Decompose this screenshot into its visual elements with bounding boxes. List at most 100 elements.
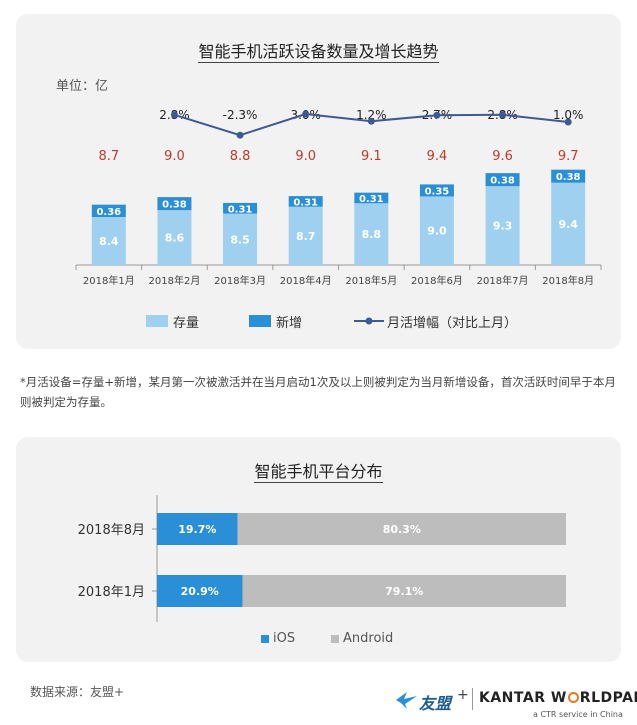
trend-chart-card: 智能手机活跃设备数量及增长趋势 单位：亿 8.4 0.36 8.7 2018年1月 8.… — [16, 14, 621, 349]
footnote: *月活设备=存量+新增，某月第一次被激活并在当月启动1次及以上则被判定为当月新增… — [20, 375, 616, 409]
legend-new-label: 新增 — [276, 316, 303, 331]
kantar-logo-part-b: RLDPANEL — [579, 690, 637, 706]
total-value-label: 9.7 — [558, 149, 579, 164]
platform-chart-title-text: 智能手机平台分布 — [254, 462, 383, 483]
kantar-logo-text: KANTAR W RLDPANEL — [479, 690, 637, 706]
umeng-logo-text: 友盟 — [419, 694, 452, 713]
growth-value-label: 1.2% — [356, 108, 387, 122]
unit-label: 单位：亿 — [56, 79, 109, 94]
x-tick-label: 2018年5月 — [345, 274, 397, 287]
trend-legend: 存量 新增 月活增幅（对比上月） — [146, 312, 606, 332]
android-bar — [237, 513, 566, 545]
growth-value-label: -2.3% — [223, 108, 258, 122]
legend-stock-swatch — [146, 315, 168, 327]
legend-growth-label: 月活增幅（对比上月） — [387, 316, 518, 331]
x-tick-label: 2018年7月 — [477, 274, 529, 287]
new-value-label: 0.38 — [490, 176, 515, 187]
ios-value-label: 19.7% — [178, 523, 216, 536]
growth-point — [367, 117, 375, 125]
new-value-label: 0.38 — [556, 172, 581, 183]
growth-point — [302, 110, 310, 118]
total-value-label: 8.8 — [230, 149, 251, 164]
x-tick-label: 2018年4月 — [280, 274, 332, 287]
x-tick-label: 2018年8月 — [542, 274, 594, 287]
platform-chart-title: 智能手机平台分布 — [16, 458, 621, 483]
legend-stock-label: 存量 — [173, 316, 200, 331]
legend-android-swatch — [331, 635, 339, 643]
new-bar — [91, 204, 126, 217]
y-tick-label: 2018年1月 — [78, 585, 145, 600]
stock-bar — [157, 210, 192, 265]
trend-chart-title: 智能手机活跃设备数量及增长趋势 — [16, 38, 621, 63]
platform-chart-card: 智能手机平台分布 2018年8月 19.7% 80.3% 2018年1月 20.9% 79… — [16, 437, 621, 662]
new-value-label: 0.31 — [228, 204, 253, 215]
new-value-label: 0.31 — [293, 197, 318, 208]
new-bar — [288, 196, 323, 207]
growth-point — [236, 131, 244, 139]
growth-point — [564, 118, 572, 126]
stock-bar — [419, 196, 454, 265]
stock-value-label: 8.8 — [362, 228, 382, 241]
legend-android-label: Android — [343, 631, 394, 646]
total-value-label: 9.0 — [164, 149, 185, 164]
total-value-label: 9.1 — [361, 149, 382, 164]
stock-bar — [288, 206, 323, 265]
y-tick-label: 2018年8月 — [78, 523, 145, 538]
android-bar — [242, 575, 566, 607]
legend-ios-label: iOS — [273, 631, 296, 646]
stock-bar — [551, 182, 586, 265]
platform-chart-svg: 2018年8月 19.7% 80.3% 2018年1月 20.9% 79.1% — [78, 495, 566, 622]
new-value-label: 0.31 — [359, 194, 384, 205]
new-bar — [551, 169, 586, 183]
logo-area: 友盟 + KANTAR W RLDPANEL a CTR service in C… — [395, 684, 637, 724]
x-tick-label: 2018年6月 — [411, 274, 463, 287]
kantar-tagline: a CTR service in China — [533, 710, 623, 719]
android-value-label: 80.3% — [383, 523, 421, 536]
trend-chart-title-text: 智能手机活跃设备数量及增长趋势 — [198, 42, 439, 63]
ios-bar — [157, 513, 238, 545]
android-value-label: 79.1% — [385, 585, 423, 598]
kantar-orange-o-icon — [567, 692, 579, 703]
legend-new-swatch — [249, 315, 271, 327]
logo-divider — [472, 688, 473, 710]
growth-point — [433, 111, 441, 119]
new-bar — [419, 184, 454, 197]
new-bar — [223, 202, 258, 214]
stock-bar — [91, 217, 126, 265]
stock-value-label: 8.6 — [165, 232, 185, 245]
growth-value-label: 1.0% — [553, 108, 584, 122]
x-tick-label: 2018年2月 — [149, 274, 201, 287]
x-tick-label: 2018年3月 — [214, 274, 266, 287]
total-value-label: 8.7 — [98, 149, 119, 164]
stock-value-label: 9.0 — [427, 225, 447, 238]
legend-growth-swatch — [354, 317, 384, 325]
x-tick-label: 2018年1月 — [83, 274, 135, 287]
data-source: 数据来源：友盟+ — [30, 685, 125, 699]
stock-value-label: 9.3 — [493, 220, 513, 233]
stock-value-label: 8.5 — [230, 233, 250, 246]
new-bar — [157, 197, 192, 211]
total-value-label: 9.0 — [295, 149, 316, 164]
stock-bar — [223, 213, 258, 265]
new-value-label: 0.36 — [96, 207, 121, 218]
stock-value-label: 8.7 — [296, 230, 316, 243]
trend-chart-svg: 8.40.368.72018年1月8.60.389.02018年2月2.8%8.… — [75, 108, 602, 287]
stock-value-label: 9.4 — [558, 218, 578, 231]
umeng-bird-icon — [396, 692, 417, 709]
new-value-label: 0.38 — [162, 200, 187, 211]
ios-bar — [157, 575, 243, 607]
stock-bar — [485, 186, 520, 265]
umeng-plus: + — [457, 687, 469, 703]
new-bar — [485, 173, 520, 187]
kantar-logo-part-a: KANTAR W — [479, 690, 567, 706]
total-value-label: 9.4 — [427, 149, 448, 164]
growth-point — [170, 111, 178, 119]
new-value-label: 0.35 — [425, 186, 450, 197]
total-value-label: 9.6 — [492, 149, 513, 164]
ios-value-label: 20.9% — [181, 585, 219, 598]
new-bar — [354, 192, 389, 204]
growth-point — [499, 111, 507, 119]
stock-bar — [354, 203, 389, 265]
legend-ios-swatch — [261, 635, 269, 643]
stock-value-label: 8.4 — [99, 235, 119, 248]
